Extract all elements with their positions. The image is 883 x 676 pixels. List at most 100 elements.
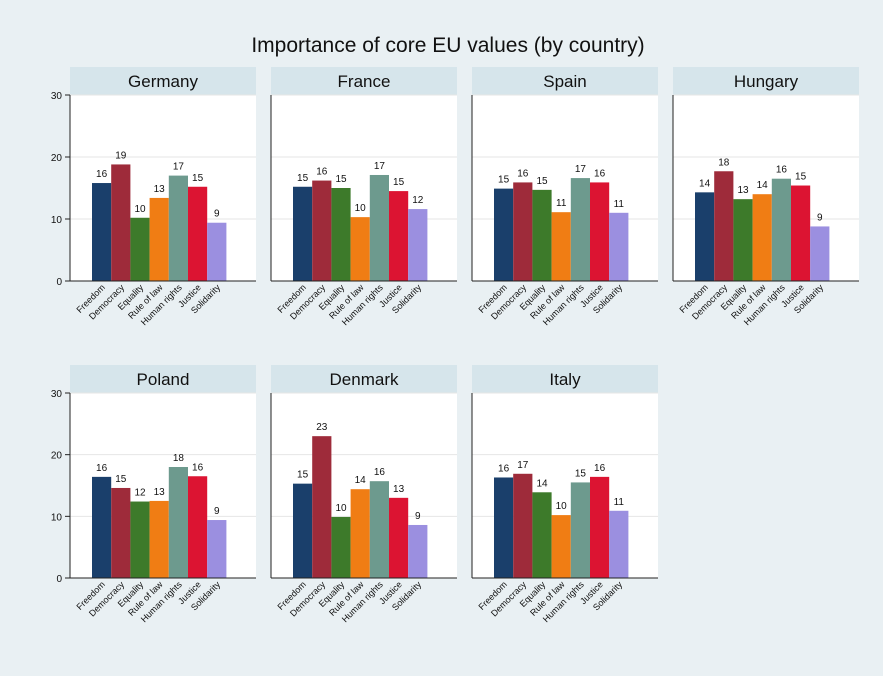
bar-democracy	[513, 473, 533, 578]
bar-equality	[532, 189, 552, 281]
data-label: 15	[536, 176, 548, 187]
data-label: 18	[173, 453, 185, 464]
data-label: 17	[374, 161, 386, 172]
panel-title: Spain	[543, 72, 586, 91]
bar-solidarity	[408, 524, 428, 578]
y-tick-label: 30	[51, 389, 63, 400]
panel-title: Denmark	[330, 370, 399, 389]
data-label: 15	[297, 470, 309, 481]
bar-democracy	[312, 180, 332, 281]
data-label: 12	[412, 195, 424, 206]
bar-freedom	[92, 476, 112, 578]
data-label: 15	[393, 177, 405, 188]
panel-strip	[472, 365, 658, 393]
y-tick-label: 0	[56, 574, 62, 585]
data-label: 15	[297, 173, 309, 184]
data-label: 23	[316, 422, 328, 433]
panel-title: Germany	[128, 72, 198, 91]
bar-human-rights	[570, 178, 590, 281]
bar-rule-of-law	[350, 217, 370, 281]
bar-equality	[532, 492, 552, 578]
data-label: 15	[335, 174, 347, 185]
bar-solidarity	[609, 510, 629, 578]
bar-human-rights	[168, 175, 188, 281]
data-label: 11	[614, 199, 625, 210]
data-label: 16	[776, 165, 788, 176]
y-tick-label: 20	[51, 451, 63, 462]
data-label: 15	[192, 173, 204, 184]
bar-equality	[130, 217, 150, 281]
data-label: 16	[96, 463, 108, 474]
bar-equality	[733, 199, 753, 281]
data-label: 13	[154, 184, 166, 195]
y-tick-label: 20	[51, 153, 63, 164]
panel-title: Hungary	[734, 72, 799, 91]
bar-rule-of-law	[551, 212, 571, 281]
panel-denmark: Denmark1523101416139FreedomDemocracyEqua…	[270, 365, 457, 624]
bar-freedom	[494, 477, 514, 578]
bar-solidarity	[609, 212, 629, 281]
data-label: 10	[134, 204, 146, 215]
data-label: 14	[355, 475, 367, 486]
data-label: 14	[699, 178, 711, 189]
panel-strip	[673, 67, 859, 95]
bar-human-rights	[369, 481, 389, 578]
bar-human-rights	[570, 482, 590, 578]
chart-title: Importance of core EU values (by country…	[251, 34, 644, 57]
bar-solidarity	[207, 222, 227, 281]
data-label: 9	[214, 209, 220, 220]
panel-strip	[70, 67, 256, 95]
bar-justice	[590, 476, 610, 578]
data-label: 13	[393, 484, 405, 495]
data-label: 12	[134, 488, 146, 499]
bar-equality	[331, 188, 351, 281]
data-label: 17	[173, 162, 185, 173]
data-label: 16	[594, 463, 606, 474]
bar-justice	[188, 476, 208, 578]
data-label: 15	[575, 468, 587, 479]
data-label: 17	[575, 164, 587, 175]
data-label: 14	[757, 180, 769, 191]
bar-equality	[130, 501, 150, 578]
bar-justice	[791, 185, 811, 281]
bar-democracy	[111, 164, 131, 281]
data-label: 14	[536, 478, 548, 489]
bar-freedom	[695, 192, 715, 281]
data-label: 16	[498, 463, 510, 474]
bar-democracy	[111, 487, 131, 578]
panel-strip	[472, 67, 658, 95]
bar-justice	[389, 191, 409, 281]
panel-strip	[271, 365, 457, 393]
data-label: 16	[192, 462, 204, 473]
data-label: 13	[154, 487, 166, 498]
bar-democracy	[312, 436, 332, 578]
bar-freedom	[293, 186, 313, 281]
data-label: 15	[795, 172, 807, 183]
panel-strip	[70, 365, 256, 393]
data-label: 9	[214, 506, 220, 517]
data-label: 19	[115, 150, 127, 161]
bar-human-rights	[369, 174, 389, 281]
bar-justice	[188, 186, 208, 281]
data-label: 10	[335, 503, 347, 514]
data-label: 10	[355, 203, 367, 214]
data-label: 11	[556, 198, 567, 209]
bar-justice	[389, 497, 409, 578]
bar-freedom	[92, 183, 112, 281]
data-label: 17	[517, 460, 529, 471]
y-tick-label: 10	[51, 215, 63, 226]
data-label: 15	[498, 175, 510, 186]
panel-strip	[271, 67, 457, 95]
data-label: 9	[415, 511, 421, 522]
data-label: 16	[374, 467, 386, 478]
data-label: 9	[817, 212, 823, 223]
bar-democracy	[513, 182, 533, 281]
bar-freedom	[494, 188, 514, 281]
data-label: 16	[96, 169, 108, 180]
data-label: 16	[517, 168, 529, 179]
data-label: 15	[115, 474, 127, 485]
data-label: 16	[594, 168, 606, 179]
